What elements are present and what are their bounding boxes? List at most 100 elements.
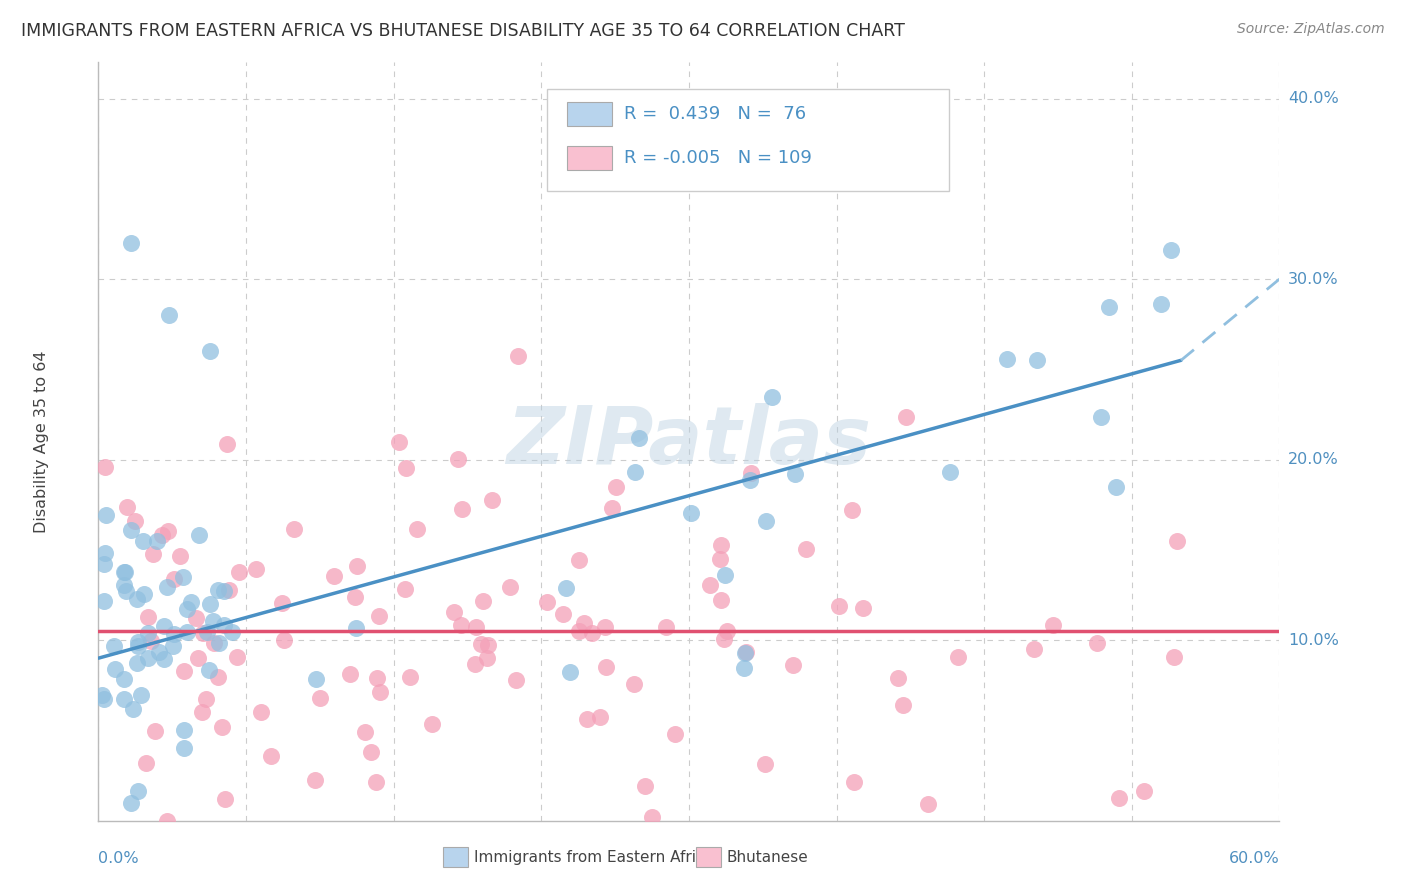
Point — [465, 620, 488, 634]
Point — [709, 592, 731, 607]
Point — [713, 632, 735, 646]
Point — [593, 619, 616, 633]
Point — [1166, 534, 1188, 549]
Point — [844, 774, 866, 789]
Point — [595, 128, 617, 142]
Text: 20.0%: 20.0% — [1288, 452, 1339, 467]
Point — [783, 467, 806, 481]
Point — [143, 724, 166, 739]
Point — [221, 624, 243, 639]
Point — [735, 645, 758, 659]
Point — [93, 594, 115, 608]
Bar — [567, 102, 612, 126]
Point — [197, 625, 219, 640]
Point — [568, 624, 591, 639]
Point — [368, 685, 391, 699]
Point — [560, 665, 582, 679]
Text: Immigrants from Eastern Africa: Immigrants from Eastern Africa — [474, 850, 714, 864]
Point — [93, 692, 115, 706]
Point — [623, 676, 645, 690]
Point — [1133, 784, 1156, 798]
Point — [710, 538, 733, 552]
Point — [394, 582, 416, 596]
Point — [104, 662, 127, 676]
Point — [505, 673, 527, 688]
Point — [1090, 409, 1112, 424]
Point — [714, 568, 737, 582]
Point — [202, 615, 225, 629]
Text: 40.0%: 40.0% — [1288, 91, 1339, 106]
Point — [995, 351, 1018, 366]
Point — [163, 627, 186, 641]
Point — [405, 523, 427, 537]
Point — [270, 596, 292, 610]
Point — [187, 651, 209, 665]
Point — [249, 706, 271, 720]
Point — [477, 638, 499, 652]
Point — [634, 780, 657, 794]
Point — [551, 607, 574, 622]
Point — [120, 235, 142, 250]
Point — [588, 710, 610, 724]
Text: Disability Age 35 to 64: Disability Age 35 to 64 — [34, 351, 49, 533]
Point — [190, 705, 212, 719]
Point — [148, 645, 170, 659]
Point — [364, 775, 387, 789]
Point — [740, 466, 762, 480]
Point — [1042, 618, 1064, 632]
Point — [572, 615, 595, 630]
Point — [114, 583, 136, 598]
Bar — [567, 145, 612, 170]
Point — [600, 500, 623, 515]
Point — [176, 625, 198, 640]
Point — [226, 650, 249, 665]
Point — [734, 646, 756, 660]
Point — [135, 756, 157, 770]
Point — [202, 636, 225, 650]
Point — [127, 635, 149, 649]
Point — [138, 610, 160, 624]
Point — [129, 688, 152, 702]
Point — [388, 434, 411, 449]
Point — [887, 672, 910, 686]
Point — [112, 565, 135, 579]
Point — [554, 582, 576, 596]
Point — [212, 584, 235, 599]
Text: IMMIGRANTS FROM EASTERN AFRICA VS BHUTANESE DISABILITY AGE 35 TO 64 CORRELATION : IMMIGRANTS FROM EASTERN AFRICA VS BHUTAN… — [21, 22, 905, 40]
Point — [136, 625, 159, 640]
Point — [624, 465, 647, 479]
Point — [841, 503, 863, 517]
Text: Source: ZipAtlas.com: Source: ZipAtlas.com — [1237, 22, 1385, 37]
Point — [754, 756, 776, 771]
Point — [112, 673, 135, 687]
Point — [568, 553, 591, 567]
Point — [394, 461, 416, 475]
Text: ZIPatlas: ZIPatlas — [506, 402, 872, 481]
Point — [121, 702, 143, 716]
Point — [627, 431, 650, 445]
Point — [1025, 353, 1047, 368]
Point — [180, 595, 202, 609]
Point — [139, 633, 162, 648]
Point — [399, 670, 422, 684]
Point — [709, 552, 731, 566]
Point — [1160, 243, 1182, 257]
Point — [447, 452, 470, 467]
Point — [212, 618, 235, 632]
Point — [127, 592, 149, 607]
Point — [1022, 642, 1045, 657]
Point — [471, 594, 494, 608]
Point — [354, 725, 377, 739]
Point — [309, 690, 332, 705]
Point — [157, 308, 180, 322]
Point — [228, 565, 250, 579]
Point — [368, 609, 391, 624]
Point — [163, 572, 186, 586]
Point — [195, 691, 218, 706]
Point — [536, 595, 558, 609]
Point — [207, 582, 229, 597]
Point — [664, 727, 686, 741]
Point — [208, 636, 231, 650]
Point — [142, 547, 165, 561]
Point — [114, 565, 136, 579]
